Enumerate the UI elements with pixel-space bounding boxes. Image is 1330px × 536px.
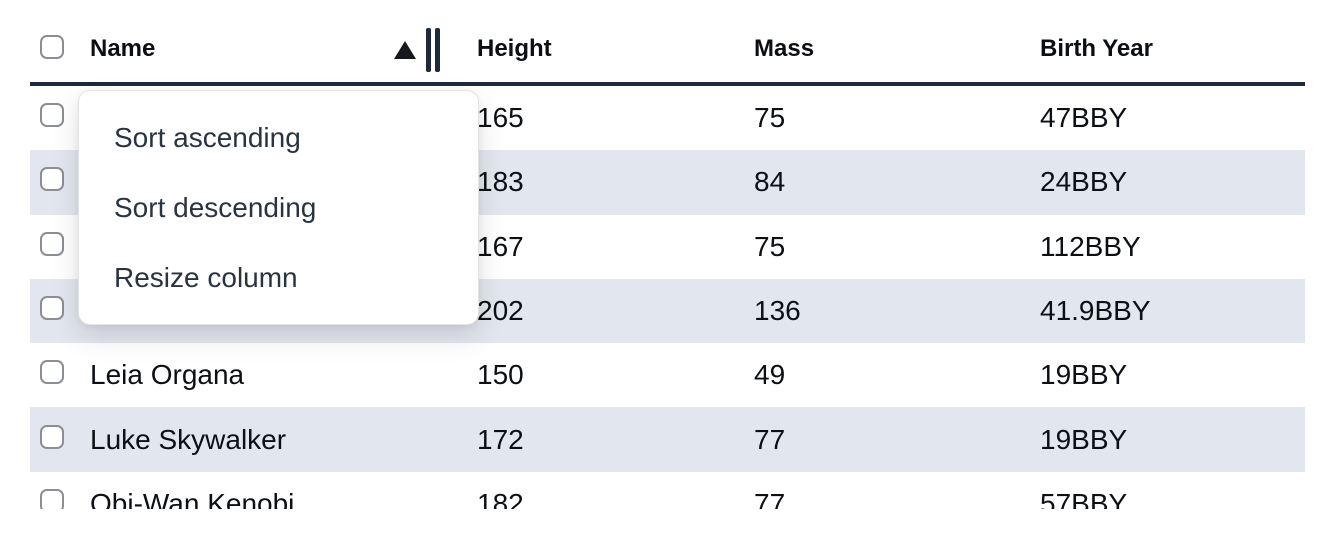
table-viewport: Name Height Mass Birth Year 165 75 47BBY	[30, 0, 1305, 509]
row-checkbox[interactable]	[40, 488, 64, 509]
cell-height: 172	[477, 423, 524, 455]
row-checkbox[interactable]	[40, 231, 64, 256]
column-header-name[interactable]: Name	[90, 35, 156, 62]
cell-name: Obi-Wan Kenobi	[90, 487, 295, 509]
select-all-checkbox[interactable]	[40, 34, 64, 59]
table-row: 165 75 47BBY	[30, 86, 1305, 150]
cell-height: 167	[477, 230, 524, 262]
table-body: 165 75 47BBY 183 84 24BBY 167 75 112BB	[30, 86, 1305, 509]
menu-item-sort-descending[interactable]: Sort descending	[114, 192, 317, 223]
column-header-mass[interactable]: Mass	[754, 35, 815, 62]
column-header-height[interactable]: Height	[477, 35, 552, 62]
cell-height: 183	[477, 166, 524, 198]
cell-height: 182	[477, 487, 524, 509]
cell-mass: 49	[754, 359, 786, 391]
cell-mass: 77	[754, 423, 786, 455]
menu-item-sort-ascending[interactable]: Sort ascending	[114, 122, 301, 153]
cell-birth-year: 19BBY	[1040, 359, 1128, 391]
select-all-cell	[30, 34, 80, 64]
cell-mass: 75	[754, 230, 786, 262]
column-header-birth-year[interactable]: Birth Year	[1040, 35, 1153, 62]
row-checkbox[interactable]	[40, 167, 64, 192]
cell-mass: 84	[754, 166, 786, 198]
row-checkbox[interactable]	[40, 296, 64, 321]
cell-birth-year: 112BBY	[1040, 230, 1141, 262]
cell-height: 150	[477, 359, 524, 391]
cell-birth-year: 19BBY	[1040, 423, 1128, 455]
row-checkbox[interactable]	[40, 103, 64, 128]
sort-ascending-icon	[394, 41, 416, 59]
table-row: Luke Skywalker 172 77 19BBY	[30, 407, 1305, 472]
cell-mass: 77	[754, 487, 786, 509]
table-row: Leia Organa 150 49 19BBY	[30, 343, 1305, 407]
cell-birth-year: 24BBY	[1040, 166, 1128, 198]
cell-birth-year: 57BBY	[1040, 487, 1128, 509]
column-context-menu: Sort ascending Sort descending Resize co…	[78, 90, 479, 325]
cell-height: 165	[477, 102, 524, 134]
menu-item-resize-column[interactable]: Resize column	[114, 262, 298, 293]
table-header-row: Name Height Mass Birth Year	[30, 0, 1305, 86]
table-row: 202 136 41.9BBY	[30, 278, 1305, 344]
row-checkbox[interactable]	[40, 360, 64, 385]
cell-birth-year: 41.9BBY	[1040, 295, 1151, 327]
resize-bar-left	[426, 28, 431, 72]
cell-name: Luke Skywalker	[90, 423, 287, 455]
column-resize-handle-icon[interactable]	[426, 28, 440, 72]
data-table: Name Height Mass Birth Year 165 75 47BBY	[30, 0, 1305, 509]
cell-birth-year: 47BBY	[1040, 102, 1128, 134]
cell-name: Leia Organa	[90, 359, 245, 391]
cell-mass: 136	[754, 295, 801, 327]
resize-bar-right	[435, 28, 440, 72]
cell-mass: 75	[754, 102, 786, 134]
cell-height: 202	[477, 295, 524, 327]
table-row: Obi-Wan Kenobi 182 77 57BBY	[30, 472, 1305, 509]
table-row: 167 75 112BBY	[30, 215, 1305, 279]
row-checkbox[interactable]	[40, 424, 64, 449]
